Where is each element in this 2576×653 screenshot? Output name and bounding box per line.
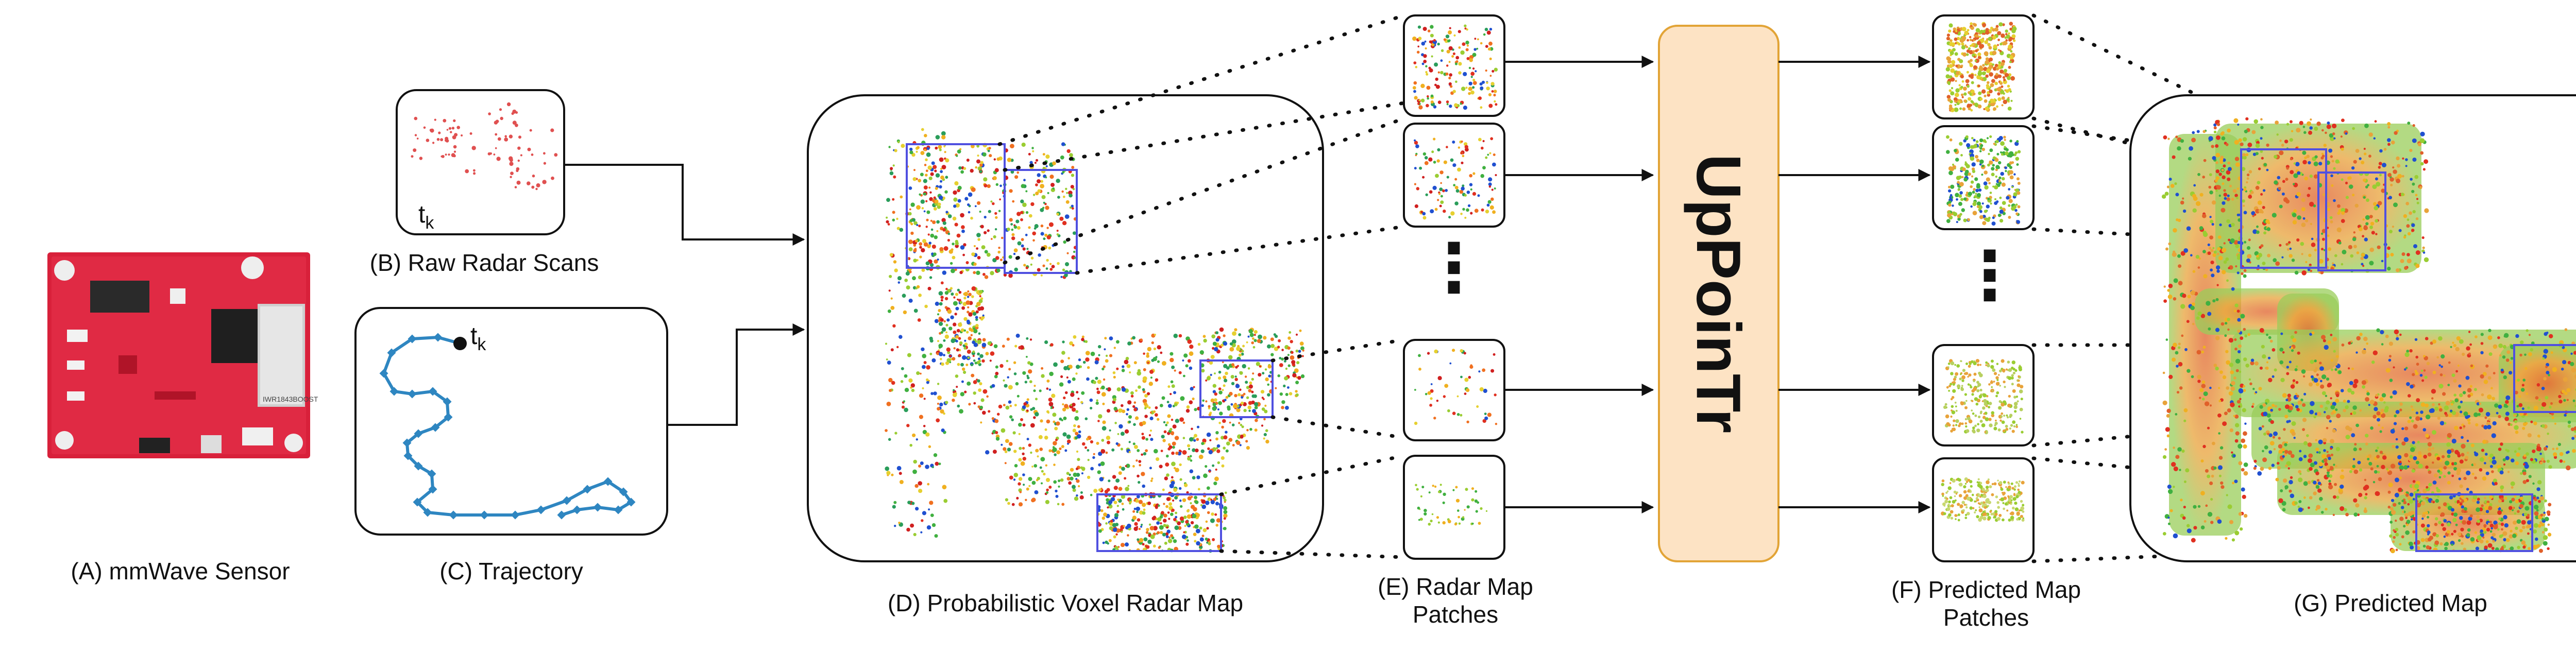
raw-scan-time-marker: tk <box>418 201 434 233</box>
label-trajectory: (C) Trajectory <box>439 558 583 585</box>
label-predicted-map-patches: (F) Predicted Map Patches <box>1865 576 2107 631</box>
model-title-text: UpPoinTr <box>1684 153 1754 434</box>
dotted-connectors-d-e <box>997 13 1406 559</box>
label-predicted-map: (G) Predicted Map <box>2294 590 2487 616</box>
trajectory-waypoints <box>379 333 636 520</box>
label-predicted-map-patches-line1: (F) Predicted Map <box>1891 576 2081 603</box>
label-radar-map-patches-line2: Patches <box>1412 601 1499 628</box>
label-voxel-radar-map: (D) Probabilistic Voxel Radar Map <box>887 590 1244 616</box>
radar-patch <box>1403 14 1505 117</box>
predicted-patch <box>1932 457 2035 562</box>
model-title: UpPoinTr <box>1659 28 1778 559</box>
arrow-icon <box>564 164 805 246</box>
radar-patch <box>1403 339 1505 441</box>
arrow-icon <box>1504 56 1654 513</box>
raw-radar-points <box>411 102 558 191</box>
patch-boxes <box>906 143 1274 552</box>
predicted-patch <box>1932 344 2035 446</box>
predicted-map-panel <box>2129 94 2576 562</box>
current-pose-marker <box>453 337 467 350</box>
patches-ellipsis: ⋮ <box>1420 229 1487 307</box>
radar-patch <box>1403 455 1505 560</box>
upointr-model-block <box>1658 25 1780 562</box>
trajectory-panel: tk <box>354 307 668 536</box>
trajectory-time-marker: tk <box>470 322 486 354</box>
label-radar-map-patches: (E) Radar Map Patches <box>1340 573 1571 628</box>
patch-boxes <box>2240 148 2576 552</box>
mmwave-sensor-board-icon: IWR1843BOOST <box>47 252 318 458</box>
predicted-patch <box>1932 125 2035 230</box>
predicted-map-patches: ⋮ <box>1932 14 2035 562</box>
predicted-map-surface <box>2169 124 2576 551</box>
arrow-icon <box>1778 56 1931 513</box>
sensor-board-text: IWR1843BOOST <box>263 395 318 403</box>
radar-patch <box>1403 123 1505 228</box>
predicted-patch <box>1932 14 2035 119</box>
arrow-icon <box>667 323 805 426</box>
predicted-map-points <box>2161 117 2576 554</box>
radar-map-patches: ⋮ <box>1403 14 1505 560</box>
voxel-radar-map-panel <box>807 94 1324 562</box>
predicted-patches-ellipsis: ⋮ <box>1956 236 2023 315</box>
label-raw-radar-scans: (B) Raw Radar Scans <box>369 249 599 276</box>
label-predicted-map-patches-line2: Patches <box>1943 604 2029 631</box>
raw-radar-scan-panel: tk <box>396 89 565 235</box>
label-radar-map-patches-line1: (E) Radar Map <box>1378 573 1533 600</box>
label-mmwave-sensor: (A) mmWave Sensor <box>71 558 290 585</box>
